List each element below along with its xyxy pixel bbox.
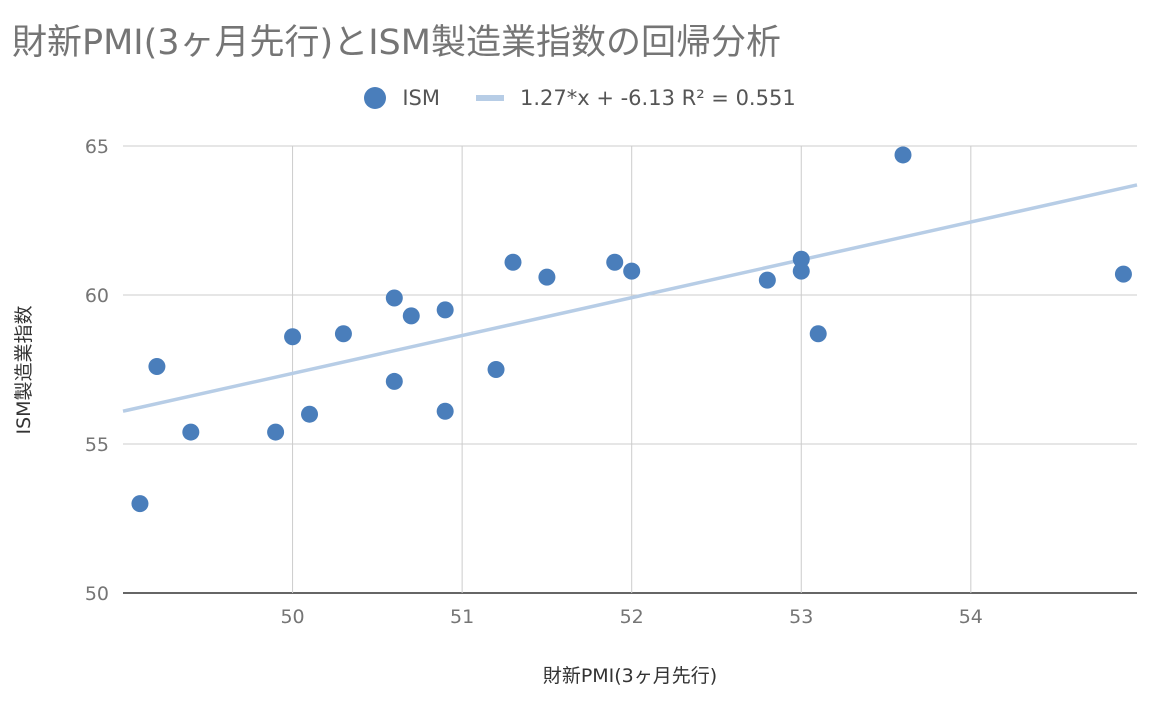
y-tick-label: 50	[85, 583, 109, 605]
data-point	[792, 250, 810, 268]
data-point	[504, 253, 522, 271]
trendline	[122, 183, 1138, 413]
data-point	[182, 423, 200, 441]
data-point	[385, 372, 403, 390]
data-points	[131, 146, 1132, 513]
data-point	[385, 289, 403, 307]
gridlines	[123, 145, 1137, 594]
data-point	[1114, 265, 1132, 283]
data-point	[809, 325, 827, 343]
x-tick-label: 54	[959, 606, 983, 628]
x-tick-label: 50	[280, 606, 304, 628]
data-point	[301, 405, 319, 423]
chart-title: 財新PMI(3ヶ月先行)とISM製造業指数の回帰分析	[12, 23, 781, 63]
y-tick-label: 65	[85, 136, 109, 158]
legend-item-trendline[interactable]: 1.27*x + -6.13 R² = 0.551	[475, 86, 796, 110]
legend-item-ism[interactable]: ISM	[364, 86, 440, 110]
data-point	[436, 402, 454, 420]
data-point	[894, 146, 912, 164]
legend: ISM 1.27*x + -6.13 R² = 0.551	[0, 82, 1160, 114]
data-point	[623, 262, 641, 280]
legend-marker-dot-icon	[364, 87, 387, 109]
legend-marker-line-icon	[475, 95, 504, 101]
data-point	[538, 268, 556, 286]
y-tick-label: 60	[85, 285, 109, 307]
legend-label-ism: ISM	[402, 86, 440, 110]
data-point	[334, 325, 352, 343]
x-tick-label: 51	[450, 606, 474, 628]
x-axis-title: 財新PMI(3ヶ月先行)	[543, 665, 717, 687]
legend-label-trendline: 1.27*x + -6.13 R² = 0.551	[519, 86, 796, 110]
y-axis-title: ISM製造業指数	[13, 305, 35, 434]
data-point	[402, 307, 420, 325]
data-point	[267, 423, 285, 441]
data-point	[131, 495, 149, 513]
y-tick-label: 55	[85, 434, 109, 456]
data-point	[606, 253, 624, 271]
x-tick-label: 53	[789, 606, 813, 628]
x-tick-label: 52	[620, 606, 644, 628]
tick-labels: 50 55 60 65 50 51 52 53 54	[85, 136, 983, 628]
data-point	[148, 358, 166, 376]
data-point	[792, 262, 810, 280]
trendline-layer	[122, 183, 1138, 413]
data-point	[487, 361, 505, 378]
data-point	[758, 271, 776, 289]
data-point	[436, 301, 454, 319]
data-point	[284, 328, 302, 346]
